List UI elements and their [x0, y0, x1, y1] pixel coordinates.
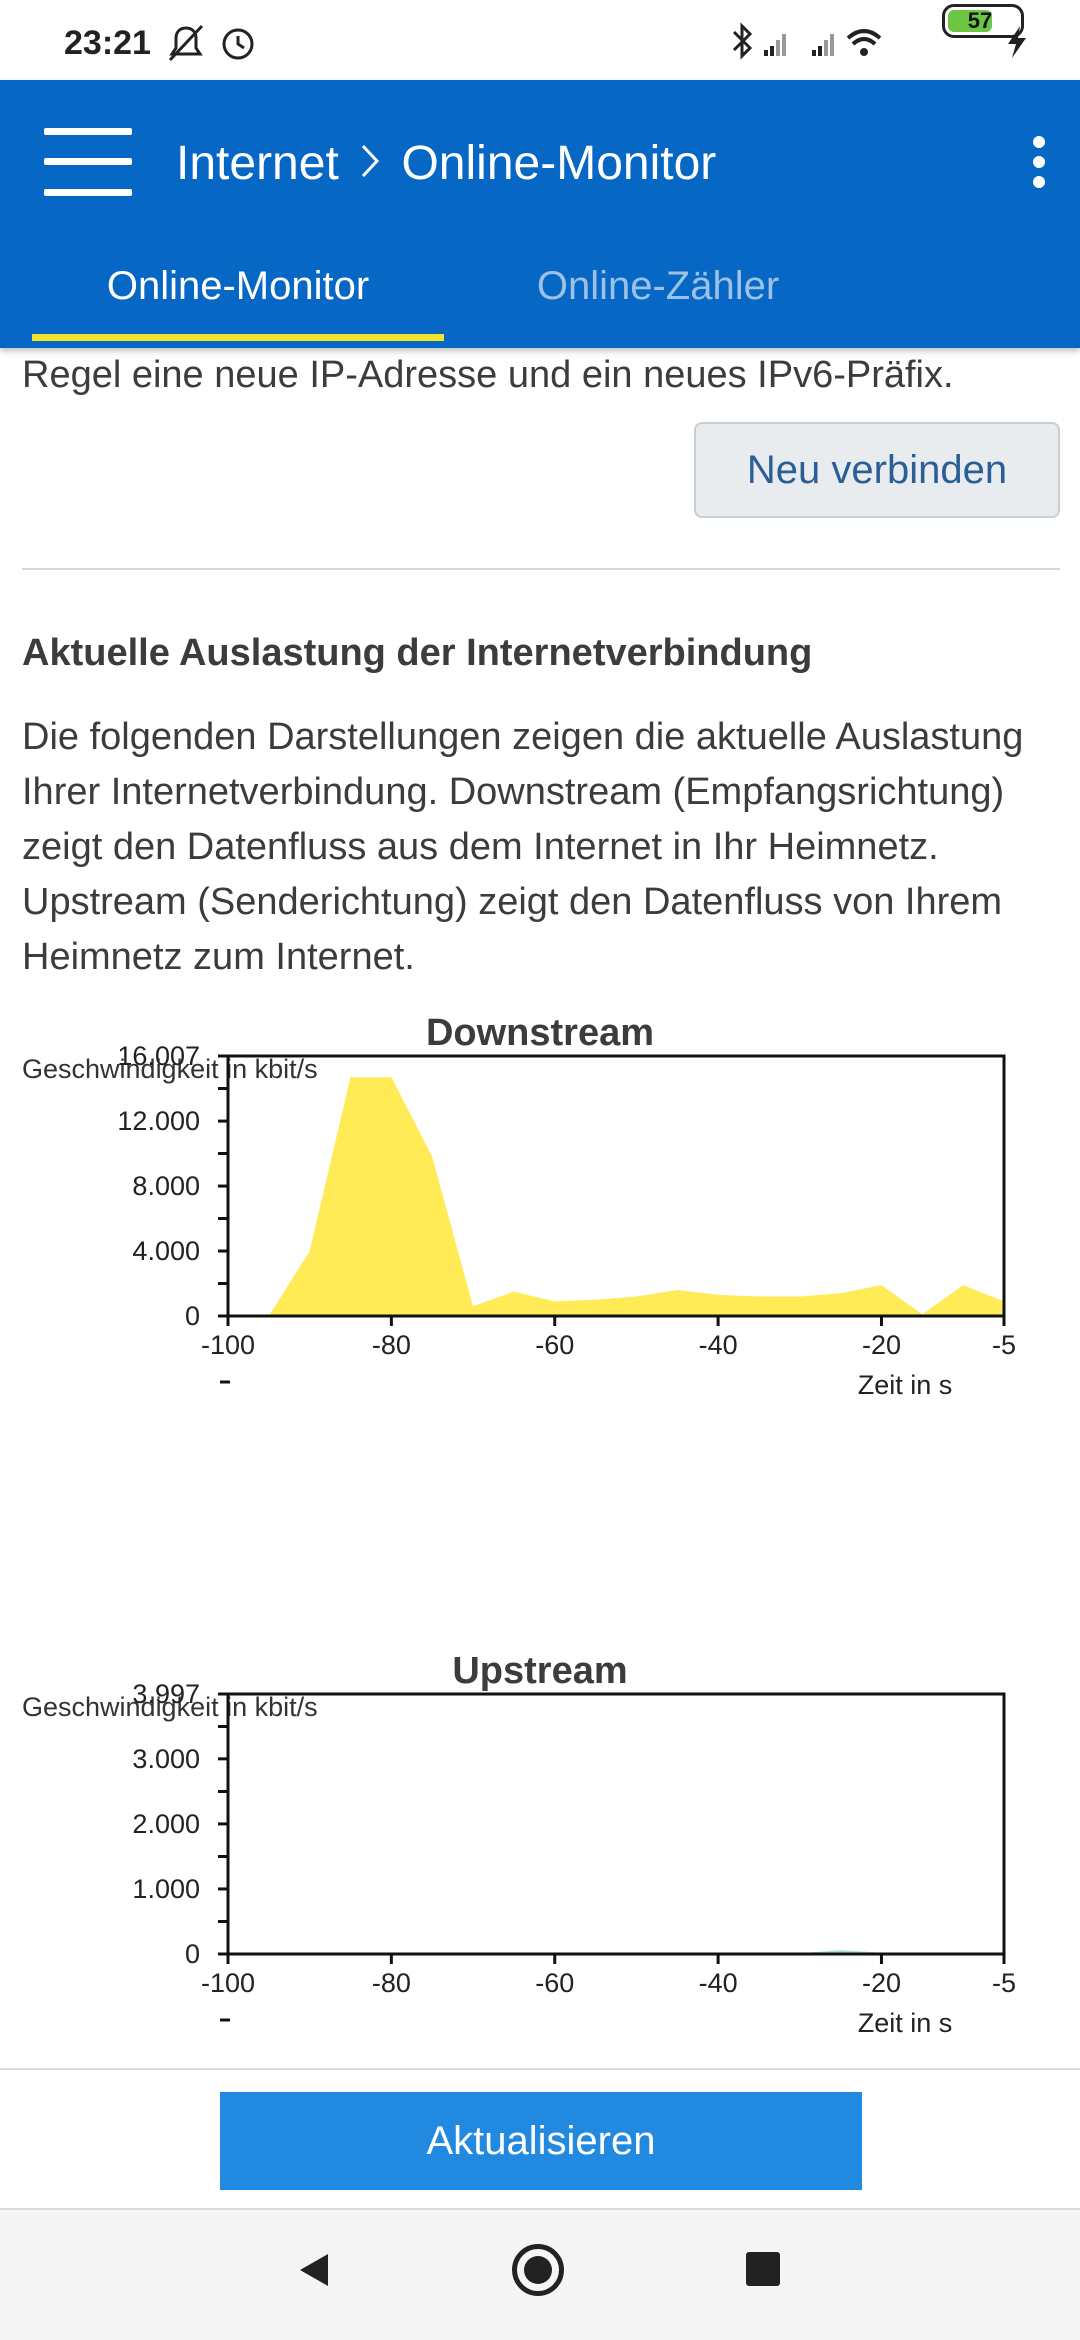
alarm-icon	[222, 28, 254, 60]
y-tick-label: 3.000	[132, 1744, 200, 1774]
x-tick-label: -100	[201, 1968, 255, 1998]
wifi-icon	[846, 29, 882, 56]
section-heading: Aktuelle Auslastung der Internetverbindu…	[22, 632, 813, 674]
main-content[interactable]: Regel eine neue IP-Adresse und ein neues…	[0, 348, 1080, 2068]
x-axis-label: Zeit in s	[858, 1370, 953, 1400]
y-tick-label: 3.997	[132, 1679, 200, 1709]
y-tick-label: 0	[185, 1939, 200, 1969]
chart-title: Downstream	[425, 1012, 655, 1054]
action-bar: Aktualisieren	[0, 2068, 1080, 2210]
x-tick-label: -5	[992, 1330, 1016, 1360]
nav-back-icon[interactable]	[294, 2250, 334, 2290]
section-description: Die folgenden Darstellungen zeigen die a…	[22, 716, 1024, 978]
x-tick-label: -60	[535, 1330, 574, 1360]
status-right-icons	[732, 22, 1026, 60]
downstream-chart: Downstream Geschwindigkeit in kbit/s 0 4.…	[0, 1012, 1080, 1612]
chevron-right-icon	[362, 144, 380, 178]
tab-online-zaehler[interactable]: Online-Zähler	[536, 264, 780, 308]
chart-y-axis-label: Geschwindigkeit in kbit/s	[22, 1692, 318, 1722]
x-tick-label: -100	[201, 1330, 255, 1360]
breadcrumb-current: Online-Monitor	[401, 137, 717, 190]
signal-icon-1	[764, 34, 786, 56]
system-nav-bar	[0, 2210, 1080, 2340]
bluetooth-icon	[732, 22, 753, 60]
battery-level: 57	[967, 8, 993, 33]
nav-recents-icon[interactable]	[746, 2252, 780, 2286]
bell-muted-icon	[168, 24, 204, 62]
signal-icon-2	[812, 34, 834, 56]
chart-title: Upstream	[452, 1650, 628, 1692]
upstream-chart: Upstream Geschwindigkeit in kbit/s 0 1.00…	[0, 1650, 1080, 2068]
y-tick-label: 1.000	[132, 1874, 200, 1904]
x-tick-label: -20	[862, 1968, 901, 1998]
status-bar: 23:21 57	[0, 0, 1080, 80]
x-tick-label: -80	[372, 1968, 411, 1998]
battery-icon: 57	[942, 4, 1024, 38]
x-tick-label: -80	[372, 1330, 411, 1360]
upstream-plot: 0 1.000 2.000 3.000 3.997 -100 -80 -60 -40 -20 -5 Z…	[132, 1679, 1016, 2038]
status-left-icons	[168, 24, 254, 62]
x-tick-label: -40	[699, 1330, 738, 1360]
hamburger-menu-icon[interactable]	[44, 128, 132, 196]
nav-home-icon[interactable]	[512, 2244, 564, 2296]
series-area	[268, 1077, 1004, 1316]
refresh-button[interactable]: Aktualisieren	[220, 2092, 862, 2190]
divider	[22, 568, 1060, 570]
breadcrumb-parent[interactable]: Internet	[176, 137, 339, 190]
tab-online-monitor[interactable]: Online-Monitor	[106, 264, 370, 308]
x-axis-label: Zeit in s	[858, 2008, 953, 2038]
more-options-icon[interactable]	[1024, 136, 1052, 188]
app-bar: Internet Online-Monitor Online-Monitor O…	[0, 80, 1080, 348]
breadcrumb: Internet Online-Monitor	[176, 136, 716, 191]
y-tick-label: 2.000	[132, 1809, 200, 1839]
x-tick-label: -60	[535, 1968, 574, 1998]
y-tick-label: 12.000	[117, 1106, 200, 1136]
plot-frame	[226, 1692, 1006, 1956]
charging-icon	[1008, 26, 1026, 58]
x-tick-label: -5	[992, 1968, 1016, 1998]
y-tick-label: 16.007	[117, 1041, 200, 1071]
y-tick-label: 0	[185, 1301, 200, 1331]
status-time: 23:21	[64, 24, 151, 62]
x-tick-label: -40	[699, 1968, 738, 1998]
y-tick-label: 8.000	[132, 1171, 200, 1201]
chart-y-axis-label: Geschwindigkeit in kbit/s	[22, 1054, 318, 1084]
y-tick-label: 4.000	[132, 1236, 200, 1266]
active-tab-indicator	[32, 334, 444, 341]
reconnect-button[interactable]: Neu verbinden	[694, 422, 1060, 518]
intro-text: Regel eine neue IP-Adresse und ein neues…	[22, 354, 954, 396]
x-tick-label: -20	[862, 1330, 901, 1360]
battery-fill	[948, 10, 992, 32]
downstream-plot: 0 4.000 8.000 12.000 16.007 -100 -80 -60 -40 -20 -…	[117, 1041, 1016, 1400]
